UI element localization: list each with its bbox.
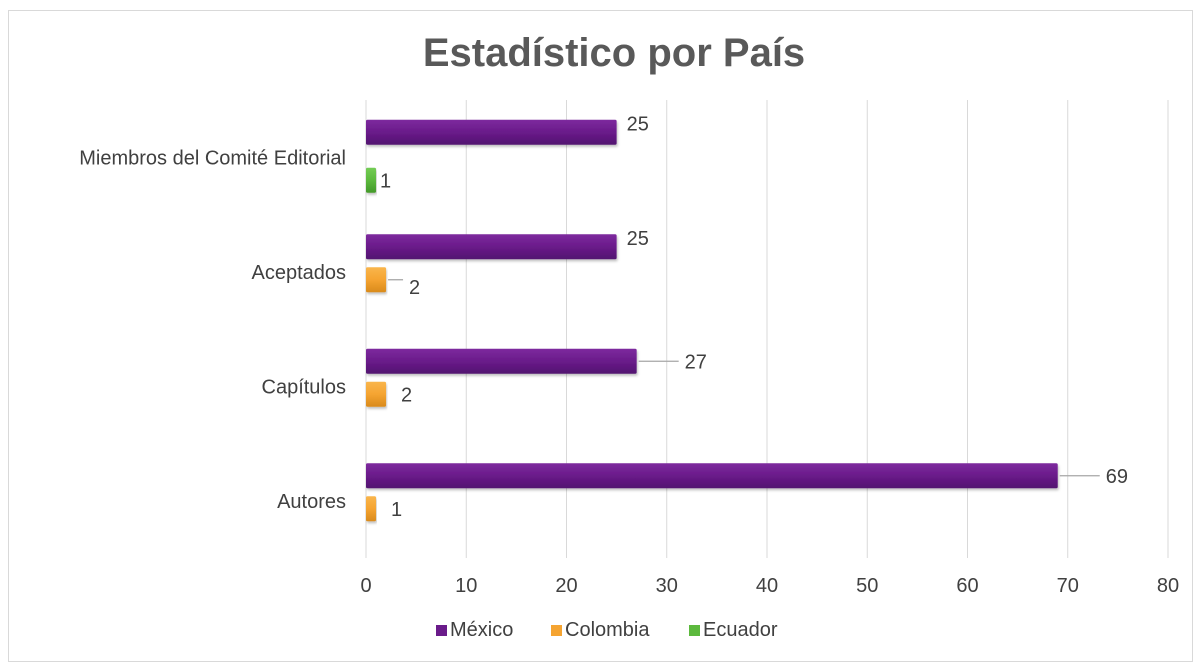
category-label: Capítulos: [262, 376, 347, 398]
category-label: Aceptados: [251, 262, 346, 284]
x-tick-label: 30: [656, 575, 678, 597]
legend-swatch: [689, 625, 700, 636]
legend-label: México: [450, 619, 513, 641]
bar-colombia: [366, 496, 377, 522]
data-label-colombia: 2: [409, 277, 420, 299]
legend-label: Colombia: [565, 619, 650, 641]
data-label-méxico: 27: [685, 351, 707, 373]
data-label-méxico: 25: [627, 113, 649, 135]
data-label-colombia: 1: [391, 499, 402, 521]
chart-title: Estadístico por País: [423, 31, 805, 75]
category-label: Miembros del Comité Editorial: [79, 147, 346, 169]
bars: [366, 119, 1058, 522]
bar-ecuador: [366, 167, 377, 193]
gridlines: [365, 100, 1169, 558]
legend-swatch: [551, 625, 562, 636]
chart-frame: [8, 10, 1193, 662]
bar-méxico: [366, 463, 1058, 489]
data-label-méxico: 69: [1106, 466, 1128, 488]
x-tick-label: 80: [1157, 575, 1179, 597]
bar-colombia: [366, 381, 387, 407]
legend-label: Ecuador: [703, 619, 778, 641]
x-tick-label: 0: [360, 575, 371, 597]
x-tick-label: 70: [1057, 575, 1079, 597]
data-label-ecuador: 1: [380, 170, 391, 192]
x-axis-ticks: 0 10 20 30 40 50 60 70 80: [360, 575, 1179, 597]
data-label-colombia: 2: [401, 384, 412, 406]
legend: México Colombia Ecuador: [436, 619, 778, 641]
x-tick-label: 40: [756, 575, 778, 597]
bar-colombia: [366, 267, 387, 293]
x-tick-label: 20: [555, 575, 577, 597]
bar-méxico: [366, 119, 617, 145]
data-labels: 69 1 27 2 25 2 25 1: [380, 113, 1128, 521]
x-tick-label: 50: [856, 575, 878, 597]
data-label-méxico: 25: [627, 228, 649, 250]
category-labels: Autores Capítulos Aceptados Miembros del Co…: [79, 147, 346, 513]
category-label: Autores: [277, 491, 346, 513]
x-tick-label: 60: [956, 575, 978, 597]
bar-méxico: [366, 348, 637, 374]
bar-méxico: [366, 234, 617, 260]
x-tick-label: 10: [455, 575, 477, 597]
legend-swatch: [436, 625, 447, 636]
